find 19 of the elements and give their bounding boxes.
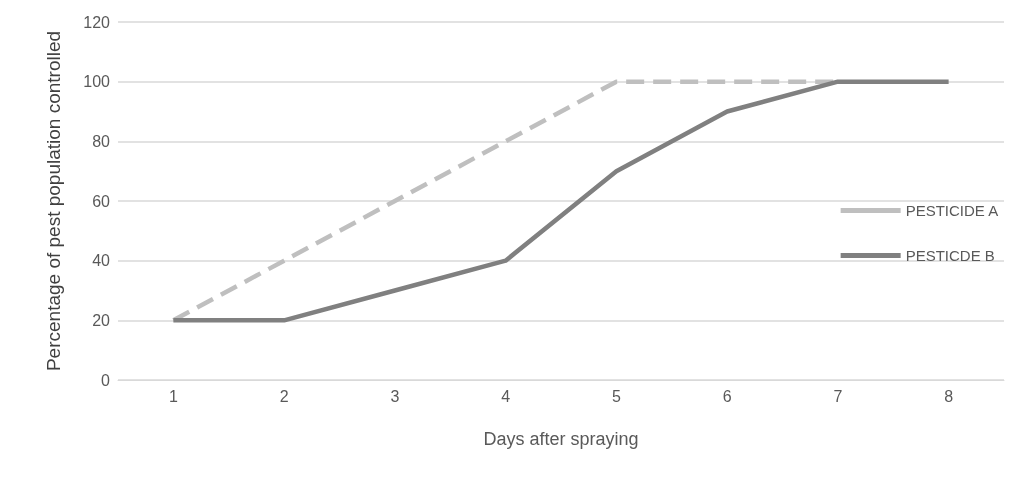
legend-label: PESTICIDE A xyxy=(905,202,999,219)
y-axis-title: Percentage of pest population controlled xyxy=(42,30,64,372)
y-tick-label: 60 xyxy=(92,192,111,210)
x-tick-label: 8 xyxy=(944,387,954,405)
x-tick-label: 5 xyxy=(611,387,621,405)
y-tick-label: 0 xyxy=(101,371,111,389)
x-tick-label: 3 xyxy=(390,387,400,405)
legend-label: PESTICDE B xyxy=(905,247,995,264)
x-axis-title: Days after spraying xyxy=(483,429,639,449)
y-tick-label: 80 xyxy=(92,132,111,150)
x-tick-label: 4 xyxy=(501,387,511,405)
x-tick-label: 6 xyxy=(722,387,732,405)
y-tick-label: 20 xyxy=(92,311,111,329)
x-tick-label: 7 xyxy=(833,387,843,405)
y-tick-label: 100 xyxy=(83,73,111,91)
y-tick-label: 120 xyxy=(83,13,111,31)
x-tick-label: 2 xyxy=(279,387,289,405)
y-tick-label: 40 xyxy=(92,252,111,270)
x-tick-label: 1 xyxy=(168,387,178,405)
